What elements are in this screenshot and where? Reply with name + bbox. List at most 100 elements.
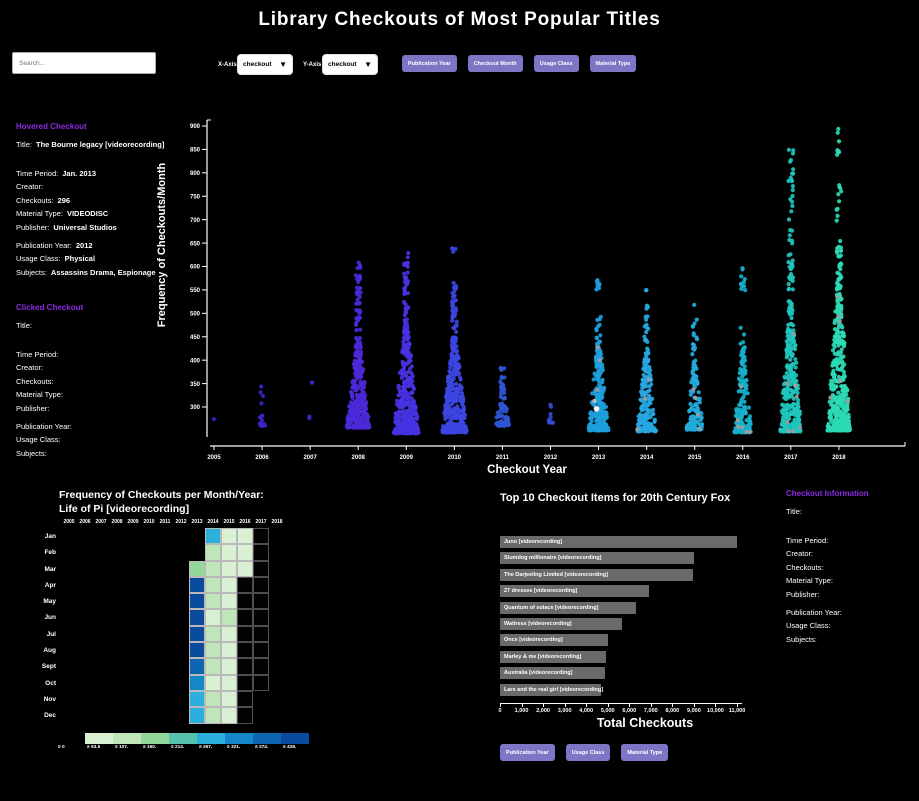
scatter-point[interactable] (352, 358, 357, 363)
search-input[interactable] (12, 52, 156, 74)
heatmap-cell-jul-2012[interactable] (173, 626, 189, 642)
heatmap-cell-jan-2015[interactable] (221, 528, 237, 545)
scatter-point[interactable] (786, 217, 792, 222)
scatter-point-gray[interactable] (835, 294, 840, 299)
scatter-point[interactable] (785, 363, 790, 368)
scatter-point[interactable] (257, 415, 262, 420)
heatmap-cell-may-2012[interactable] (173, 593, 189, 609)
heatmap-cell-jul-2009[interactable] (125, 626, 141, 642)
scatter-point[interactable] (496, 423, 501, 428)
scatter-point[interactable] (790, 287, 795, 292)
scatter-point[interactable] (499, 367, 504, 372)
heatmap-cell-oct-2007[interactable] (93, 675, 109, 691)
scatter-point[interactable] (595, 278, 600, 283)
scatter-point[interactable] (742, 384, 747, 389)
scatter-point[interactable] (844, 418, 849, 423)
scatter-point[interactable] (835, 366, 840, 372)
scatter-point[interactable] (355, 425, 360, 430)
scatter-point[interactable] (833, 411, 838, 416)
scatter-point[interactable] (844, 392, 849, 397)
heatmap-cell-sept-2008[interactable] (109, 658, 125, 674)
scatter-point[interactable] (587, 426, 592, 431)
scatter-point[interactable] (350, 384, 356, 390)
scatter-point[interactable] (412, 429, 417, 434)
heatmap-cell-may-2014[interactable] (205, 593, 221, 610)
heatmap-cell-jul-2008[interactable] (109, 626, 125, 642)
scatter-point[interactable] (354, 336, 359, 341)
scatter-point[interactable] (788, 367, 793, 372)
heatmap-cell-apr-2007[interactable] (93, 577, 109, 593)
scatter-point[interactable] (793, 365, 798, 370)
scatter-point[interactable] (402, 363, 407, 368)
scatter-point[interactable] (400, 428, 405, 433)
scatter-point[interactable] (643, 401, 648, 406)
scatter-point[interactable] (449, 372, 454, 377)
scatter-point-gray[interactable] (695, 412, 701, 417)
heatmap-cell-nov-2005[interactable] (61, 691, 77, 707)
scatter-point[interactable] (600, 405, 605, 410)
heatmap-cell-sept-2005[interactable] (61, 658, 77, 674)
scatter-point[interactable] (827, 428, 832, 433)
scatter-point[interactable] (411, 416, 416, 422)
heatmap-cell-aug-2018[interactable] (269, 642, 285, 658)
scatter-point[interactable] (780, 391, 786, 396)
heatmap-cell-feb-2006[interactable] (77, 544, 93, 560)
scatter-point[interactable] (394, 426, 399, 431)
scatter-point[interactable] (688, 401, 693, 406)
scatter-point[interactable] (600, 380, 605, 385)
heatmap-cell-jun-2013[interactable] (189, 609, 205, 626)
scatter-point[interactable] (835, 339, 840, 344)
scatter-point[interactable] (832, 351, 837, 356)
scatter-point[interactable] (794, 402, 799, 407)
scatter-point[interactable] (594, 328, 599, 333)
heatmap-cell-feb-2017[interactable] (253, 544, 269, 561)
scatter-point[interactable] (596, 426, 601, 431)
scatter-point[interactable] (845, 388, 850, 393)
scatter-point-gray[interactable] (691, 387, 696, 392)
bar-once-videorecording[interactable]: Once [videorecording] (500, 634, 608, 647)
heatmap-cell-nov-2010[interactable] (141, 691, 157, 707)
scatter-point[interactable] (789, 178, 795, 183)
scatter-point[interactable] (211, 417, 216, 422)
scatter-point[interactable] (692, 321, 697, 326)
scatter-point[interactable] (652, 419, 657, 424)
scatter-point[interactable] (787, 275, 792, 280)
scatter-point[interactable] (358, 349, 364, 354)
scatter-point[interactable] (840, 384, 845, 389)
heatmap-cell-aug-2016[interactable] (237, 642, 253, 659)
scatter-point[interactable] (358, 263, 363, 268)
heatmap-cell-may-2018[interactable] (269, 593, 285, 609)
scatter-point[interactable] (351, 362, 356, 367)
scatter-point[interactable] (353, 353, 358, 358)
heatmap-cell-jun-2009[interactable] (125, 609, 141, 625)
scatter-point[interactable] (399, 375, 404, 380)
scatter-point[interactable] (598, 314, 603, 319)
scatter-point[interactable] (836, 192, 841, 197)
heatmap-cell-aug-2013[interactable] (189, 642, 205, 659)
scatter-point-gray[interactable] (785, 419, 790, 425)
scatter-point[interactable] (402, 279, 407, 284)
heatmap-cell-oct-2016[interactable] (237, 674, 253, 691)
scatter-point[interactable] (787, 233, 792, 238)
heatmap-cell-may-2011[interactable] (157, 593, 173, 609)
heatmap-cell-mar-2011[interactable] (157, 561, 173, 577)
scatter-point[interactable] (644, 407, 649, 412)
scatter-point[interactable] (450, 410, 455, 415)
scatter-point[interactable] (401, 392, 406, 397)
scatter-point[interactable] (454, 398, 459, 403)
scatter-point[interactable] (409, 370, 414, 376)
scatter-point[interactable] (642, 334, 647, 339)
scatter-point[interactable] (694, 317, 699, 322)
heatmap-cell-aug-2009[interactable] (125, 642, 141, 658)
scatter-point[interactable] (785, 343, 790, 348)
scatter-point[interactable] (644, 325, 649, 330)
scatter-point[interactable] (363, 405, 368, 410)
scatter-point[interactable] (411, 400, 416, 405)
heatmap-cell-oct-2005[interactable] (61, 675, 77, 691)
scatter-point[interactable] (790, 188, 795, 193)
scatter-point[interactable] (392, 430, 397, 435)
scatter-point[interactable] (457, 375, 462, 380)
scatter-point[interactable] (355, 290, 360, 296)
scatter-point[interactable] (791, 338, 796, 343)
scatter-point[interactable] (785, 386, 790, 391)
